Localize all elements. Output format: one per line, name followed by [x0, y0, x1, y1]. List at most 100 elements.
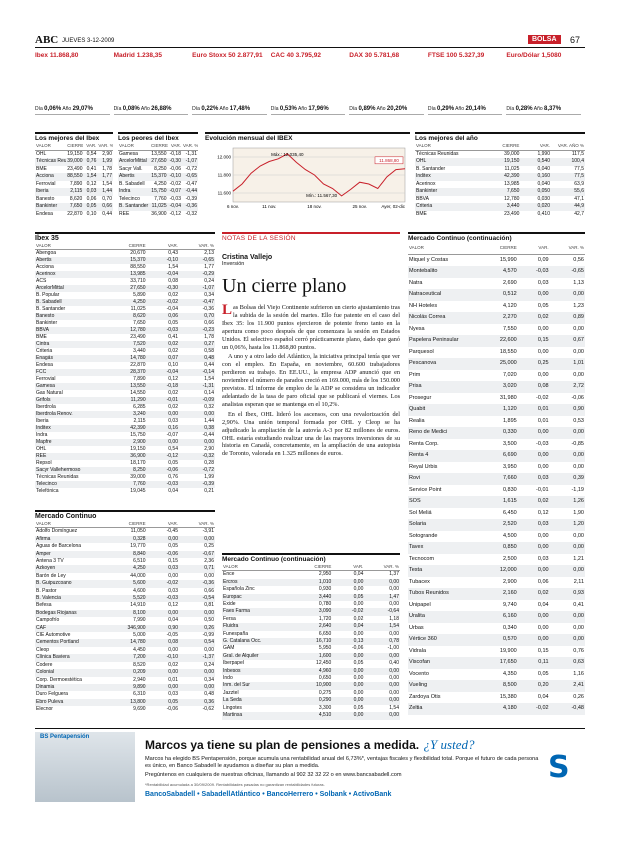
cell: Cementos Portland — [35, 639, 107, 647]
cell: 0,00 — [178, 411, 215, 418]
cell: 0,290 — [293, 697, 333, 705]
cell: -0,03 — [517, 266, 550, 278]
cell: -0,02 — [536, 394, 549, 401]
cell: 4,500 — [502, 532, 517, 539]
cell: 0,56 — [573, 256, 584, 263]
year-label: Año — [298, 106, 307, 112]
cell: Rovi — [408, 473, 479, 485]
cell: -0,01 — [146, 397, 179, 404]
ad-box — [35, 728, 585, 805]
cell: 0,02 — [353, 615, 364, 622]
cell: 0,66 — [204, 587, 214, 594]
cell: Gas Natural — [36, 390, 63, 396]
cell: -0,03 — [536, 440, 549, 447]
cell: -0,23 — [178, 327, 215, 334]
cell: 7,650 — [66, 203, 84, 211]
cell: 12,000 — [478, 565, 518, 577]
table-title: Los mejores del año — [415, 132, 585, 142]
cell: -0,18 — [169, 150, 181, 157]
index-name: CAC 40 — [270, 52, 294, 59]
table-row: Jazztel 0,275 0,00 0,00 — [222, 690, 400, 697]
cell: 25,000 — [478, 358, 518, 370]
cell: Bankinter — [36, 320, 58, 326]
cell: 19,900 — [499, 647, 517, 654]
cell: -0,62 — [202, 706, 214, 713]
table: VALOR CIERRE VAR. VAR. % OHL 19,150 0,54 2,90 Té… — [35, 142, 113, 218]
index-box: CAC 40 3.795,92 Día 0,53% Año 17,96% — [270, 52, 346, 115]
cell: 0,160 — [520, 173, 551, 181]
table-row: Antena 3 TV 6,510 0,15 2,36 — [35, 558, 215, 565]
cell: -0,03 — [169, 195, 181, 202]
cell: 27,650 — [150, 158, 168, 166]
cell: Zeltia — [408, 703, 479, 715]
column-header: CIERRE — [478, 242, 518, 255]
table-row: BME 23,490 0,41 1,78 — [35, 166, 113, 174]
cell: 0,05 — [332, 593, 365, 602]
table-row: Inm. del Sur 10,900 0,00 0,00 — [222, 682, 400, 690]
cell: Acerinox — [35, 271, 107, 278]
cell: 0,00 — [178, 669, 215, 677]
cell: 15,380 — [499, 693, 517, 700]
table-row: Indra 15,750 -0,07 -0,44 — [118, 188, 198, 196]
cell: 1,16 — [573, 670, 584, 677]
cell: 0,00 — [573, 325, 584, 332]
cell: 0,01 — [168, 676, 178, 683]
cell: -0,10 — [167, 173, 182, 181]
cell: 44,9 — [550, 203, 585, 211]
cell: 18,170 — [130, 460, 146, 466]
cell: 0,03 — [83, 188, 98, 196]
cell: 11,050 — [130, 528, 146, 535]
cell: 22,870 — [67, 210, 83, 217]
cell: Aguas de Barcelona — [36, 543, 82, 550]
cell: 39,000 — [66, 158, 84, 166]
cell: 0,01 — [517, 404, 550, 416]
table-row: Ence 2,950 0,04 1,37 — [222, 571, 400, 579]
cell: 9,740 — [502, 601, 517, 608]
cell: -0,67 — [178, 550, 215, 559]
table-row: Endesa 22,870 0,10 0,44 — [35, 362, 215, 369]
day-value: 0,89% — [358, 106, 376, 112]
cell: 0,00 — [146, 609, 179, 618]
year-value: 29,07% — [72, 106, 93, 112]
cell: 0,15 — [517, 335, 550, 347]
cell: 0,03 — [168, 587, 178, 594]
table-row: Bodegas Riojanas 8,100 0,00 0,00 — [35, 609, 215, 618]
index-head: CAC 40 3.795,92 — [271, 52, 346, 59]
cell: -0,64 — [364, 608, 400, 616]
column-header: VALOR — [408, 242, 479, 255]
cell: 0,00 — [204, 646, 214, 653]
index-value: 5.327,39 — [458, 52, 485, 59]
table-row: Nicolás Correa 2,270 0,02 0,89 — [408, 312, 585, 324]
cell: 22,600 — [478, 335, 518, 347]
table-row: Endesa 22,870 0,10 0,44 — [35, 211, 113, 219]
year-value: 17,48% — [229, 106, 251, 112]
cell: Quabit — [408, 404, 479, 416]
year-label: Año — [376, 106, 386, 112]
table-row: Amper 8,840 -0,06 -0,67 — [35, 550, 215, 559]
column-header: VALOR — [118, 142, 150, 151]
cell: Acciona — [35, 173, 67, 181]
cell: 346,900 — [107, 624, 147, 633]
year-label: Año — [219, 106, 229, 112]
cell: Gamesa — [119, 150, 138, 157]
cell: 0,08 — [146, 639, 179, 647]
cell: -0,36 — [202, 306, 214, 312]
table-row: Indra 15,750 -0,07 -0,44 — [35, 432, 215, 439]
table: VALOR CIERRE VAR. VAR. % Abengoa 20,670 0,43 2,… — [35, 242, 215, 495]
column-header: CIERRE — [150, 142, 168, 151]
cell: -0,04 — [146, 369, 179, 376]
cell: 0,04 — [168, 488, 178, 494]
line — [232, 153, 406, 197]
column-header: VAR. — [520, 142, 551, 151]
cell: Banesto — [35, 313, 107, 320]
cell: 0,00 — [353, 689, 364, 696]
day-label: Día — [35, 106, 43, 112]
cell: 1,37 — [389, 571, 399, 578]
cell: 0,48 — [204, 691, 214, 698]
cell: 15,990 — [499, 256, 517, 263]
cell: 2,115 — [133, 418, 146, 424]
cell: 0,71 — [178, 565, 215, 573]
cell: Técnicas Reunidas — [416, 150, 459, 157]
year-value: 8,37% — [544, 106, 562, 112]
cell: 5,890 — [133, 292, 146, 298]
